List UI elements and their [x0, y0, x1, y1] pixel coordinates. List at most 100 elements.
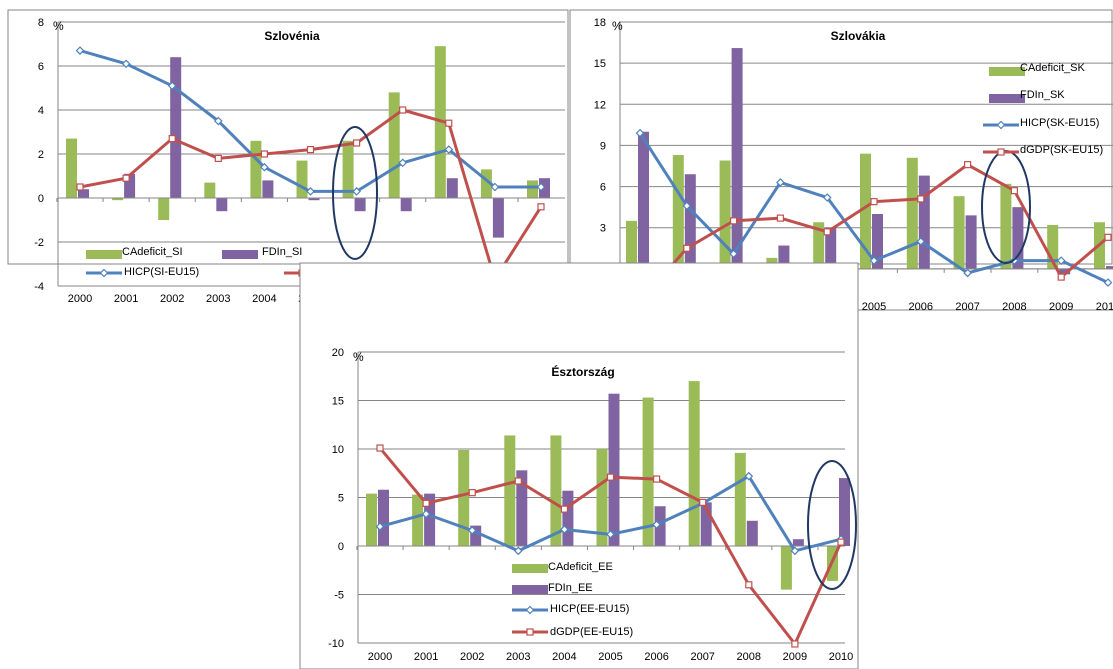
bar-CAdeficit_SK [860, 153, 871, 269]
y-tick-label: -10 [328, 638, 344, 650]
y-tick-label: 15 [332, 396, 344, 408]
x-tick-label: 2003 [506, 651, 530, 663]
bar-CAdeficit_SK [1000, 183, 1012, 269]
bar-FDIn_SI [446, 178, 458, 198]
bar-CAdeficit_EE [550, 435, 562, 546]
point-dGDP(SK-EU15) [1057, 273, 1065, 281]
point-HICP(EE-EU15) [421, 509, 431, 519]
legend-swatch [512, 564, 548, 573]
bar-FDIn_SK [778, 245, 790, 269]
bar-FDIn_EE [470, 525, 482, 546]
bar-FDIn_SK [1012, 207, 1024, 269]
y-tick-label: 20 [332, 347, 344, 359]
point-HICP(SI-EU15) [213, 116, 223, 126]
bar-FDIn_EE [516, 470, 528, 546]
chart-frame [569, 9, 1113, 265]
chart-title: Szlovénia [264, 29, 320, 43]
bar-CAdeficit_SI [112, 198, 124, 201]
point-dGDP(SI-EU15) [537, 203, 545, 211]
point-HICP(EE-EU15) [513, 546, 523, 556]
legend-label: FDIn_SK [1020, 89, 1065, 101]
legend-marker [525, 605, 535, 615]
x-tick-label: 2001 [114, 293, 138, 305]
point-HICP(EE-EU15) [790, 546, 800, 556]
point-dGDP(SK-EU15) [963, 161, 972, 169]
legend-marker [997, 148, 1005, 156]
legend-label: CAdeficit_SI [122, 246, 183, 258]
y-tick-label: 12 [594, 99, 606, 111]
point-dGDP(SK-EU15) [1104, 233, 1112, 241]
bar-FDIn_EE [654, 506, 666, 546]
legend-label: CAdeficit_EE [548, 561, 613, 573]
point-dGDP(EE-EU15) [699, 498, 707, 506]
point-dGDP(SK-EU15) [776, 214, 785, 222]
chart-slovakia: -303691215182000200120022003200420052006… [569, 9, 1113, 317]
point-dGDP(SI-EU15) [399, 106, 407, 114]
point-dGDP(EE-EU15) [560, 505, 569, 513]
x-tick-label: 2005 [598, 651, 622, 663]
bar-FDIn_SI [354, 198, 366, 212]
highlight-ellipse [332, 126, 378, 260]
bar-CAdeficit_SK [672, 155, 684, 269]
point-HICP(SI-EU15) [398, 158, 408, 168]
bar-FDIn_SI [400, 198, 412, 212]
x-tick-label: 2006 [644, 651, 668, 663]
point-dGDP(SI-EU15) [260, 150, 268, 158]
x-tick-label: 2000 [368, 651, 392, 663]
bar-FDIn_EE [424, 493, 436, 546]
point-dGDP(SK-EU15) [823, 228, 831, 236]
bar-FDIn_SK [1059, 268, 1071, 275]
y-tick-label: 15 [594, 58, 606, 70]
bar-CAdeficit_EE [458, 449, 470, 546]
y-tick-label: -2 [34, 237, 44, 249]
point-dGDP(SI-EU15) [122, 174, 130, 182]
bar-CAdeficit_SI [250, 140, 262, 198]
chart-estonia: -10 -5 0 5 10 15 20 2000 2001 2002 2003 2004 2005 200… [299, 262, 859, 669]
point-HICP(SK-EU15) [1056, 256, 1066, 265]
bar-FDIn_EE [378, 489, 389, 546]
chart-frame [299, 262, 859, 669]
point-dGDP(SK-EU15) [683, 244, 691, 252]
point-dGDP(SI-EU15) [306, 146, 315, 154]
x-tick-label: 2010 [829, 651, 853, 663]
bar-CAdeficit_SK [813, 222, 825, 269]
point-dGDP(SI-EU15) [353, 139, 361, 147]
legend-label: FDIn_SI [262, 246, 302, 258]
x-tick-label: 2008 [1002, 301, 1026, 313]
legend-swatch [989, 94, 1025, 103]
point-HICP(SK-EU15) [776, 178, 785, 187]
bar-FDIn_SI [262, 180, 274, 198]
point-HICP(SK-EU15) [822, 193, 832, 202]
bar-CAdeficit_SK [953, 196, 965, 269]
point-HICP(SI-EU15) [352, 187, 361, 196]
point-dGDP(EE-EU15) [468, 489, 476, 497]
x-tick-label: 2002 [160, 293, 184, 305]
y-tick-label: 6 [600, 182, 606, 194]
bar-CAdeficit_SI [388, 92, 400, 198]
x-tick-label: 2009 [783, 651, 807, 663]
bar-FDIn_SI [78, 189, 89, 198]
chart-frame [7, 9, 569, 265]
unit-label: % [612, 19, 623, 33]
legend-swatch [86, 250, 122, 259]
bar-CAdeficit_EE [366, 493, 377, 546]
point-dGDP(EE-EU15) [514, 477, 522, 485]
point-HICP(EE-EU15) [652, 520, 661, 530]
x-tick-label: 2010 [1096, 301, 1113, 313]
point-dGDP(SK-EU15) [1010, 187, 1019, 195]
bar-CAdeficit_SK [719, 160, 731, 269]
point-dGDP(EE-EU15) [652, 475, 661, 483]
bar-FDIn_SK [638, 131, 649, 269]
point-HICP(EE-EU15) [560, 525, 569, 534]
unit-label: % [353, 350, 364, 364]
point-dGDP(SK-EU15) [917, 195, 925, 203]
legend-label: HICP(SK-EU15) [1020, 117, 1099, 129]
point-dGDP(SI-EU15) [168, 135, 176, 143]
bar-CAdeficit_SK [626, 220, 637, 269]
legend-marker [526, 628, 534, 636]
bar-FDIn_EE [562, 490, 574, 546]
y-tick-label: 0 [38, 193, 44, 205]
bar-CAdeficit_SI [296, 160, 308, 198]
y-tick-label: 10 [332, 444, 344, 456]
bar-FDIn_SK [965, 215, 977, 269]
